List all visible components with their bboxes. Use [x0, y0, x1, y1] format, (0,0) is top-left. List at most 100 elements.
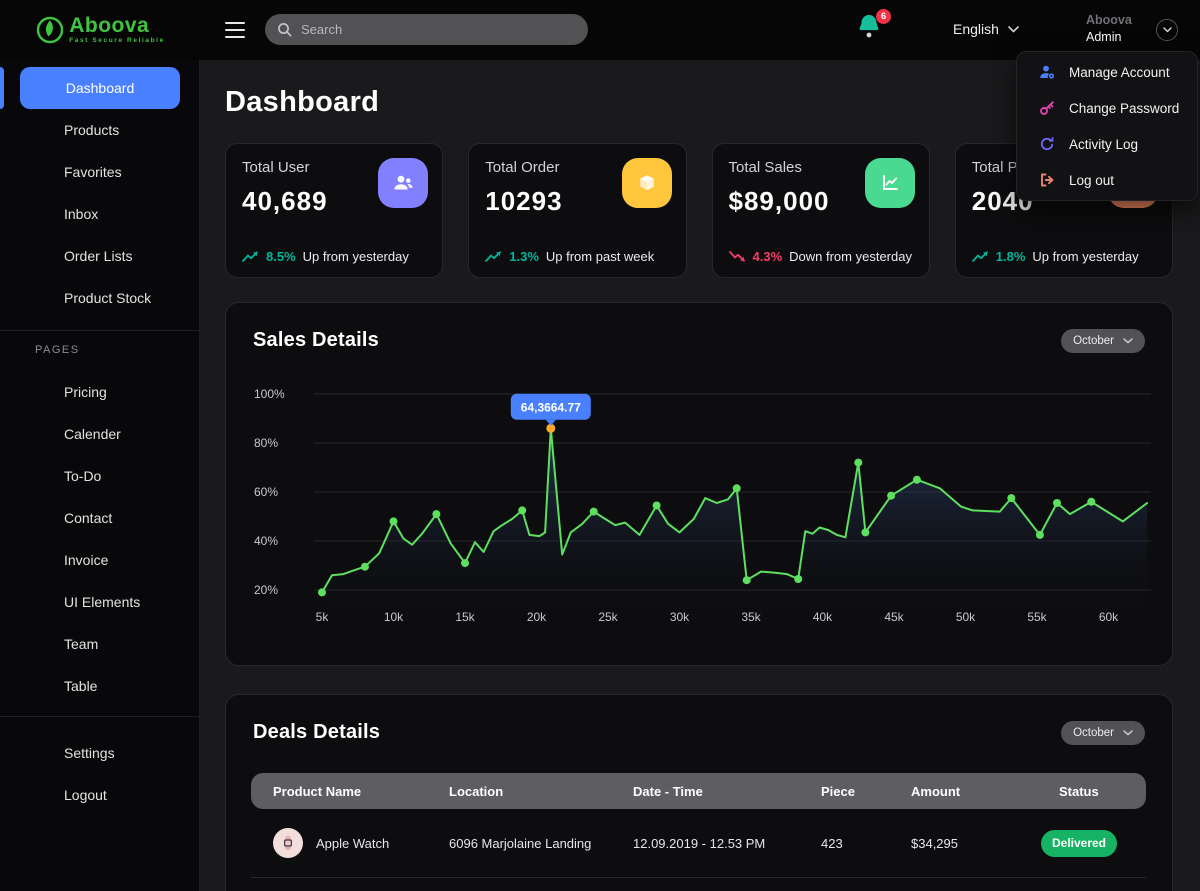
menu-item-manage-account[interactable]: Manage Account [1017, 54, 1197, 90]
trend-percent: 1.8% [995, 249, 1026, 264]
sidebar-section-label: PAGES [35, 344, 80, 356]
product-name: Apple Watch [316, 835, 390, 851]
svg-text:10k: 10k [384, 610, 404, 624]
svg-text:35k: 35k [741, 610, 761, 624]
sidebar-item-contact[interactable]: Contact [64, 510, 113, 526]
users-icon [378, 158, 429, 208]
main-content: Dashboard Total User 40,689 8.5% Up from… [200, 60, 1200, 891]
svg-text:40k: 40k [813, 610, 833, 624]
sidebar-item-product-stock[interactable]: Product Stock [64, 290, 152, 306]
user-role: Admin [1086, 30, 1122, 44]
trend-text: Down from yesterday [789, 249, 912, 264]
sidebar-item-logout[interactable]: Logout [64, 787, 107, 803]
deal-piece: 423 [821, 835, 843, 851]
user-name: Aboova [1086, 13, 1132, 27]
column-header: Piece [821, 783, 855, 799]
stat-trend: 1.3% Up from past week [485, 249, 669, 264]
svg-text:55k: 55k [1027, 610, 1047, 624]
language-selector[interactable]: English [953, 21, 1019, 37]
trend-text: Up from yesterday [1032, 249, 1139, 264]
column-header: Date - Time [633, 783, 703, 799]
chevron-down-icon [1123, 338, 1133, 344]
sidebar-item-invoice[interactable]: Invoice [64, 552, 109, 568]
sidebar-item-inbox[interactable]: Inbox [64, 206, 99, 222]
user-info: Aboova Admin [1086, 13, 1132, 44]
sidebar-item-team[interactable]: Team [64, 636, 99, 652]
user-gear-icon [1040, 65, 1055, 79]
chevron-down-icon [1162, 27, 1172, 33]
trend-text: Up from yesterday [302, 249, 409, 264]
deal-amount: $34,295 [911, 835, 958, 851]
stat-card-total-user: Total User 40,689 8.5% Up from yesterday [225, 143, 444, 278]
sidebar-item-order-lists[interactable]: Order Lists [64, 248, 133, 264]
stat-trend: 8.5% Up from yesterday [242, 249, 426, 264]
stat-label: Total Order [485, 159, 560, 176]
refresh-icon [1040, 137, 1054, 151]
stat-value: 10293 [485, 186, 563, 216]
stat-card-total-sales: Total Sales $89,000 4.3% Down from yeste… [711, 143, 930, 278]
notifications-button[interactable]: 6 [856, 9, 891, 46]
sidebar-item-todo[interactable]: To-Do [64, 468, 102, 484]
bell-icon [859, 15, 879, 38]
column-header: Amount [911, 783, 961, 799]
stat-value: $89,000 [728, 186, 830, 216]
menu-toggle-button[interactable] [225, 22, 247, 38]
deals-panel-title: Deals Details [253, 721, 381, 743]
stat-label: Total Sales [728, 159, 802, 176]
stat-trend: 4.3% Down from yesterday [728, 249, 913, 264]
sidebar-divider [0, 716, 199, 717]
deals-month-dropdown[interactable]: October [1061, 721, 1145, 745]
svg-text:25k: 25k [598, 610, 618, 624]
trend-percent: 1.3% [509, 249, 539, 264]
stat-label: Total User [242, 159, 310, 176]
svg-text:30k: 30k [670, 610, 690, 624]
sidebar-item-calender[interactable]: Calender [64, 426, 121, 442]
trend-up-icon [971, 250, 989, 263]
svg-text:40%: 40% [254, 534, 278, 548]
profile-menu-button[interactable] [1156, 19, 1178, 41]
sidebar-item-settings[interactable]: Settings [64, 745, 115, 761]
sidebar-divider [0, 330, 199, 331]
notification-badge: 6 [876, 9, 891, 24]
sales-chart-svg: 20% 40% 60% 80% 100% 5k 10k 15k 20k 25k 30k 35k 40k 4… [254, 387, 1151, 624]
stat-trend: 1.8% Up from yesterday [971, 249, 1156, 264]
logout-icon [1041, 173, 1054, 187]
sidebar-item-products[interactable]: Products [64, 122, 120, 138]
menu-item-label: Change Password [1069, 100, 1180, 116]
svg-text:5k: 5k [316, 610, 330, 624]
sidebar-item-favorites[interactable]: Favorites [64, 164, 122, 180]
sidebar-item-pricing[interactable]: Pricing [64, 384, 107, 400]
svg-text:20k: 20k [527, 610, 547, 624]
menu-item-log-out[interactable]: Log out [1017, 162, 1197, 198]
box-icon [621, 158, 672, 208]
table-row[interactable]: Apple Watch 6096 Marjolaine Landing 12.0… [251, 809, 1146, 877]
product-avatar [273, 828, 303, 858]
svg-text:80%: 80% [254, 436, 278, 450]
sidebar-item-dashboard[interactable]: Dashboard [20, 67, 180, 109]
stat-cards-row: Total User 40,689 8.5% Up from yesterday… [225, 143, 1173, 278]
chevron-down-icon [1008, 25, 1019, 32]
sidebar: Dashboard Products Favorites Inbox Order… [0, 60, 200, 891]
trend-text: Up from past week [545, 249, 655, 264]
deal-location: 6096 Marjolaine Landing [449, 835, 592, 851]
deals-details-panel: Deals Details October Product Name Locat… [225, 694, 1173, 891]
trend-down-icon [728, 250, 746, 263]
menu-item-change-password[interactable]: Change Password [1017, 90, 1197, 126]
chart-line-icon [864, 158, 915, 208]
topbar: Aboova Fast Secure Reliable 6 English Ab… [0, 0, 1200, 60]
status-badge: Delivered [1041, 829, 1117, 857]
column-header: Product Name [273, 783, 362, 799]
sidebar-item-ui-elements[interactable]: UI Elements [64, 594, 141, 610]
sidebar-item-table[interactable]: Table [64, 678, 98, 694]
svg-text:60%: 60% [254, 485, 278, 499]
menu-item-activity-log[interactable]: Activity Log [1017, 126, 1197, 162]
trend-up-icon [242, 250, 259, 263]
search-bar[interactable] [265, 14, 588, 45]
trend-percent: 4.3% [752, 249, 783, 264]
search-icon [278, 23, 292, 37]
sales-month-dropdown[interactable]: October [1061, 329, 1145, 353]
svg-text:100%: 100% [254, 387, 285, 401]
search-input[interactable] [301, 22, 561, 37]
menu-item-label: Log out [1069, 172, 1115, 188]
brand-tagline: Fast Secure Reliable [69, 37, 165, 44]
